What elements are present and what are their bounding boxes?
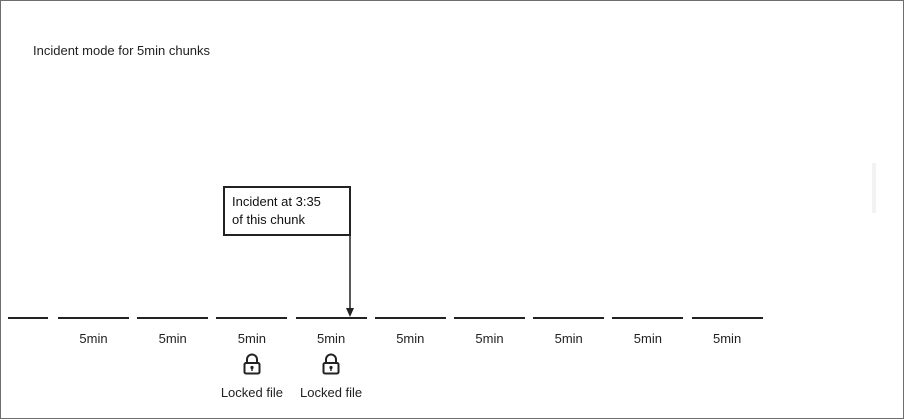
incident-callout: Incident at 3:35 of this chunk <box>223 186 351 236</box>
chunk-segment <box>137 317 209 319</box>
timeline-lead-segment <box>8 317 48 319</box>
chunk-label: 5min <box>317 331 346 346</box>
padlock-icon <box>322 353 340 375</box>
chunk-label: 5min <box>554 331 583 346</box>
locked-file-label: Locked file <box>220 385 283 400</box>
chunk-label: 5min <box>475 331 504 346</box>
chunk-label: 5min <box>158 331 187 346</box>
chunk-segment <box>216 317 288 319</box>
callout-line-1: Incident at 3:35 <box>232 194 321 209</box>
chunk-segment <box>295 317 367 319</box>
chunk-segment <box>691 317 763 319</box>
callout-line-2: of this chunk <box>232 212 305 227</box>
chunk-label: 5min <box>713 331 742 346</box>
locked-file-label: Locked file <box>300 385 363 400</box>
diagram-title: Incident mode for 5min chunks <box>33 43 211 58</box>
chunk-label: 5min <box>237 331 266 346</box>
chunk-segment <box>612 317 684 319</box>
faint-mark <box>872 163 876 213</box>
chunk-label: 5min <box>633 331 662 346</box>
chunk-label: 5min <box>79 331 108 346</box>
chunk-label: 5min <box>396 331 425 346</box>
chunk-segment <box>374 317 446 319</box>
padlock-icon <box>243 353 261 375</box>
chunk-segment <box>454 317 525 319</box>
chunk-segment <box>533 317 605 319</box>
chunk-segment <box>58 317 129 319</box>
